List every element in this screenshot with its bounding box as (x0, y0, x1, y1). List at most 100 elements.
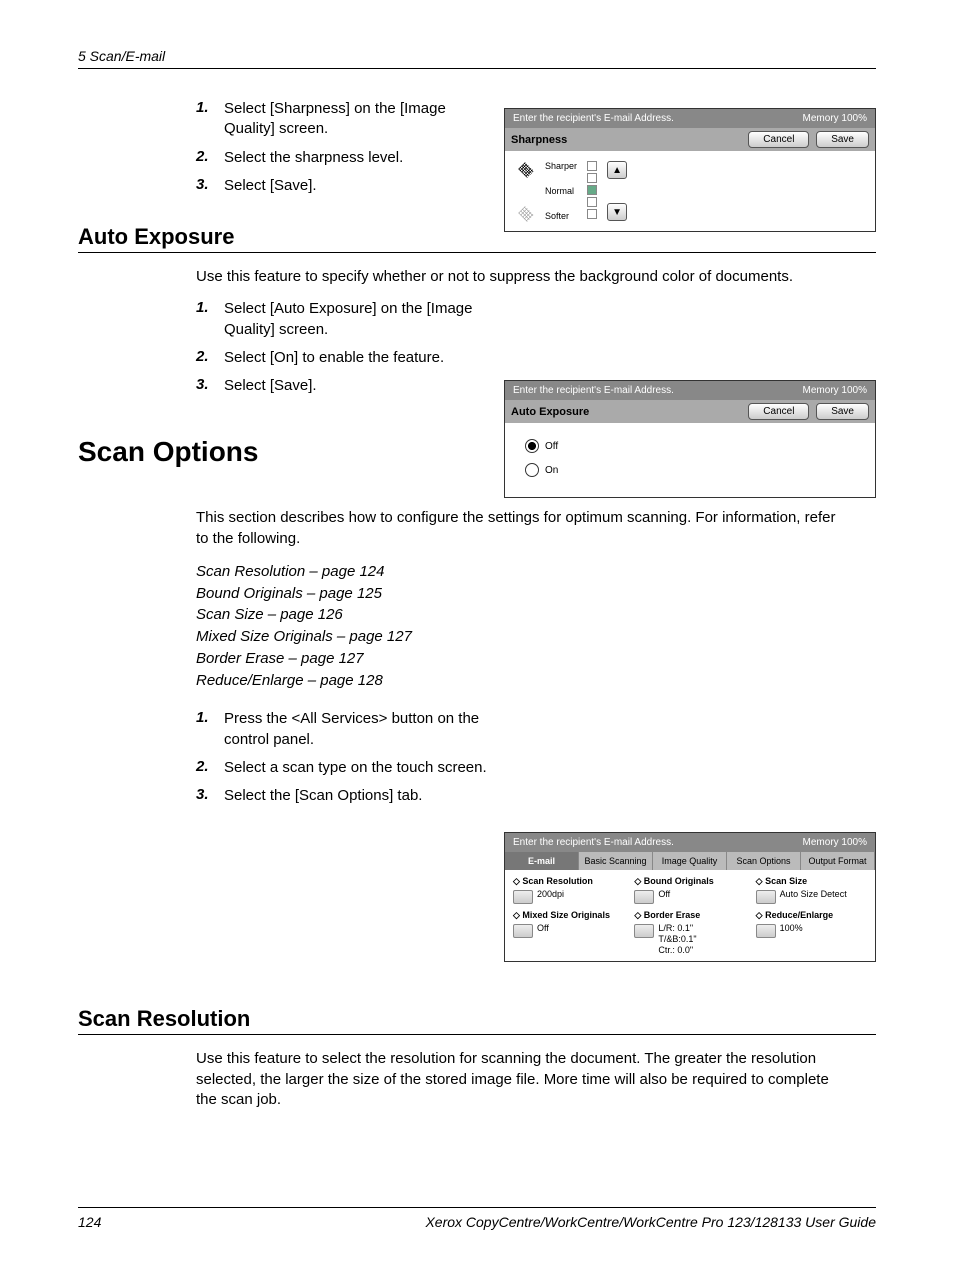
opt-title: ◇ Scan Resolution (513, 876, 624, 887)
radio-on-label: On (545, 465, 558, 476)
step-text: Select the [Scan Options] tab. (224, 786, 422, 806)
step-2: 2. Select [On] to enable the feature. (196, 348, 496, 368)
opt-value: 100% (780, 923, 803, 934)
step-1: 1. Select [Auto Exposure] on the [Image … (196, 299, 496, 340)
step-text: Select [Sharpness] on the [Image Quality… (224, 99, 496, 140)
cancel-button[interactable]: Cancel (748, 403, 809, 420)
tab-image-quality[interactable]: Image Quality (653, 852, 727, 870)
panel-title: Auto Exposure (511, 406, 589, 418)
panel-titlebar: Auto Exposure Cancel Save (505, 400, 875, 423)
opt-title: ◇ Border Erase (634, 910, 745, 921)
xref-item: Border Erase – page 127 (196, 648, 876, 670)
panel-memory: Memory 100% (803, 837, 867, 848)
xref-item: Mixed Size Originals – page 127 (196, 626, 876, 648)
step-3: 3. Select [Save]. (196, 376, 496, 396)
sharpness-slider[interactable] (587, 161, 597, 219)
cancel-button[interactable]: Cancel (748, 131, 809, 148)
radio-on[interactable]: On (525, 463, 863, 477)
panel-memory: Memory 100% (803, 113, 867, 124)
step-1: 1. Select [Sharpness] on the [Image Qual… (196, 99, 496, 140)
sharper-icon (517, 163, 535, 177)
running-header: 5 Scan/E-mail (78, 48, 876, 69)
tab-scan-options[interactable]: Scan Options (727, 852, 801, 870)
tab-output-format[interactable]: Output Format (801, 852, 875, 870)
step-text: Select the sharpness level. (224, 148, 403, 168)
step-text: Select [Save]. (224, 176, 317, 196)
opt-value: Auto Size Detect (780, 889, 847, 900)
tab-bar: E-mail Basic Scanning Image Quality Scan… (505, 852, 875, 870)
cross-reference-list: Scan Resolution – page 124 Bound Origina… (196, 561, 876, 692)
heading-scan-resolution: Scan Resolution (78, 1006, 876, 1035)
panel-topbar: Enter the recipient's E-mail Address. Me… (505, 109, 875, 128)
step-1: 1. Press the <All Services> button on th… (196, 709, 496, 750)
step-number: 3. (196, 786, 224, 806)
scan-resolution-description: Use this feature to select the resolutio… (196, 1049, 846, 1110)
page-footer: 124 Xerox CopyCentre/WorkCentre/WorkCent… (78, 1207, 876, 1230)
opt-title: ◇ Bound Originals (634, 876, 745, 887)
step-number: 1. (196, 299, 224, 340)
save-button[interactable]: Save (816, 131, 869, 148)
step-3: 3. Select the [Scan Options] tab. (196, 786, 496, 806)
opt-title: ◇ Reduce/Enlarge (756, 910, 867, 921)
step-text: Select [Auto Exposure] on the [Image Qua… (224, 299, 496, 340)
opt-chip-icon (513, 890, 533, 904)
panel-title: Sharpness (511, 134, 567, 146)
panel-titlebar: Sharpness Cancel Save (505, 128, 875, 151)
step-2: 2. Select a scan type on the touch scree… (196, 758, 496, 778)
step-3: 3. Select [Save]. (196, 176, 496, 196)
step-number: 3. (196, 376, 224, 396)
panel-prompt: Enter the recipient's E-mail Address. (513, 837, 674, 848)
opt-value: Off (658, 889, 670, 900)
xref-item: Scan Size – page 126 (196, 604, 876, 626)
tab-basic-scanning[interactable]: Basic Scanning (579, 852, 653, 870)
label-normal: Normal (545, 186, 577, 196)
opt-title: ◇ Mixed Size Originals (513, 910, 624, 921)
radio-off[interactable]: Off (525, 439, 863, 453)
guide-title: Xerox CopyCentre/WorkCentre/WorkCentre P… (425, 1214, 876, 1230)
opt-value: 200dpi (537, 889, 564, 900)
radio-on-icon (525, 463, 539, 477)
softer-icon (517, 207, 535, 221)
opt-title: ◇ Scan Size (756, 876, 867, 887)
opt-chip-icon (756, 890, 776, 904)
step-number: 2. (196, 758, 224, 778)
opt-chip-icon (634, 924, 654, 938)
opt-scan-resolution[interactable]: ◇ Scan Resolution 200dpi (513, 876, 624, 904)
step-number: 3. (196, 176, 224, 196)
xref-item: Bound Originals – page 125 (196, 583, 876, 605)
auto-exposure-steps: 1. Select [Auto Exposure] on the [Image … (196, 299, 496, 396)
tab-email[interactable]: E-mail (505, 852, 579, 870)
opt-mixed-size-originals[interactable]: ◇ Mixed Size Originals Off (513, 910, 624, 955)
sharpness-panel: Enter the recipient's E-mail Address. Me… (504, 108, 876, 232)
xref-item: Reduce/Enlarge – page 128 (196, 670, 876, 692)
opt-bound-originals[interactable]: ◇ Bound Originals Off (634, 876, 745, 904)
save-button[interactable]: Save (816, 403, 869, 420)
opt-chip-icon (513, 924, 533, 938)
auto-exposure-panel: Enter the recipient's E-mail Address. Me… (504, 380, 876, 498)
sharpness-up-button[interactable]: ▲ (607, 161, 627, 179)
panel-body: Off On (505, 423, 875, 497)
opt-reduce-enlarge[interactable]: ◇ Reduce/Enlarge 100% (756, 910, 867, 955)
scan-options-description: This section describes how to configure … (196, 508, 846, 549)
radio-off-icon (525, 439, 539, 453)
step-number: 2. (196, 148, 224, 168)
opt-border-erase[interactable]: ◇ Border Erase L/R: 0.1" T/&B:0.1" Ctr.:… (634, 910, 745, 955)
sharpness-down-button[interactable]: ▼ (607, 203, 627, 221)
scan-options-steps: 1. Press the <All Services> button on th… (196, 709, 496, 806)
step-text: Select [On] to enable the feature. (224, 348, 444, 368)
panel-topbar: Enter the recipient's E-mail Address. Me… (505, 381, 875, 400)
auto-exposure-description: Use this feature to specify whether or n… (196, 267, 846, 287)
step-text: Press the <All Services> button on the c… (224, 709, 496, 750)
opt-chip-icon (756, 924, 776, 938)
panel-body: ◇ Scan Resolution 200dpi ◇ Bound Origina… (505, 870, 875, 961)
scan-options-panel: Enter the recipient's E-mail Address. Me… (504, 832, 876, 962)
opt-value: L/R: 0.1" T/&B:0.1" Ctr.: 0.0" (658, 923, 696, 955)
panel-prompt: Enter the recipient's E-mail Address. (513, 385, 674, 396)
panel-body: Sharper Normal Softer ▲ ▼ (505, 151, 875, 231)
opt-scan-size[interactable]: ◇ Scan Size Auto Size Detect (756, 876, 867, 904)
sharpness-steps: 1. Select [Sharpness] on the [Image Qual… (196, 99, 496, 196)
step-number: 1. (196, 99, 224, 140)
step-2: 2. Select the sharpness level. (196, 148, 496, 168)
panel-memory: Memory 100% (803, 385, 867, 396)
step-number: 2. (196, 348, 224, 368)
